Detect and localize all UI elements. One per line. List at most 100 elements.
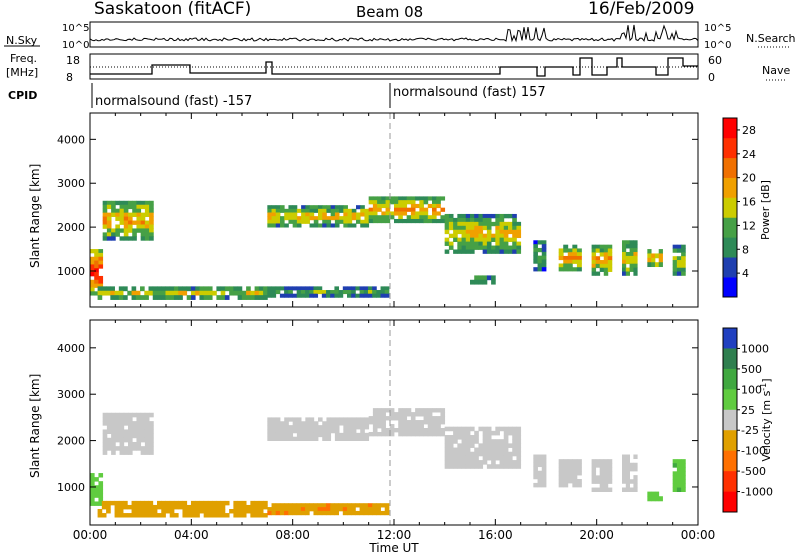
data-cell: [499, 233, 505, 239]
data-cell: [318, 205, 323, 210]
data-cell: [633, 263, 638, 268]
data-cell: [423, 416, 429, 421]
data-cell: [363, 507, 369, 512]
data-cell: [279, 503, 285, 508]
data-cell: [419, 412, 424, 417]
data-cell: [377, 207, 382, 212]
data-band: [368, 196, 446, 224]
data-cell: [672, 463, 678, 468]
data-cell: [119, 220, 125, 225]
data-cell: [512, 245, 517, 250]
data-cell: [629, 487, 634, 493]
data-cell: [622, 454, 627, 460]
data-cell: [173, 504, 179, 510]
data-band: [672, 244, 686, 276]
data-cell: [111, 450, 116, 455]
data-cell: [246, 504, 251, 510]
data-cell: [309, 417, 315, 422]
data-cell: [512, 447, 517, 453]
data-cell: [212, 500, 217, 506]
data-cell: [339, 436, 344, 441]
data-cell: [114, 290, 120, 296]
data-cell: [359, 286, 365, 291]
data-cell: [499, 229, 505, 235]
nave-tick-top: 60: [708, 54, 722, 67]
data-cell: [398, 427, 403, 433]
colorbar-swatch: [723, 409, 737, 431]
data-cell: [300, 286, 306, 291]
data-cell: [229, 290, 234, 296]
data-cell: [356, 216, 361, 221]
data-cell: [537, 263, 543, 268]
data-cell: [199, 508, 205, 514]
data-cell: [102, 212, 108, 217]
data-cell: [607, 244, 613, 249]
data-cell: [478, 225, 484, 231]
data-cell: [603, 271, 609, 276]
data-cell: [495, 221, 500, 227]
data-cell: [629, 248, 634, 253]
data-cell: [503, 435, 509, 440]
data-cell: [111, 433, 116, 439]
data-cell: [603, 267, 609, 272]
data-cell: [377, 412, 382, 417]
data-cell: [207, 295, 213, 300]
data-cell: [284, 432, 289, 438]
data-cell: [368, 218, 374, 224]
data-cell: [436, 211, 441, 216]
data-cell: [98, 473, 104, 478]
data-cell: [258, 290, 264, 296]
data-cell: [474, 279, 479, 285]
data-cell: [381, 218, 386, 224]
y-tick-label: 4000: [57, 133, 85, 146]
data-cell: [508, 460, 513, 465]
data-cell: [372, 286, 377, 291]
data-cell: [203, 508, 209, 514]
data-cell: [250, 290, 256, 296]
data-cell: [537, 267, 543, 272]
data-cell: [541, 462, 547, 468]
data-cell: [368, 420, 374, 425]
nave-tick-bottom: 0: [708, 71, 715, 84]
data-cell: [118, 508, 124, 514]
data-cell: [508, 249, 513, 254]
data-cell: [360, 417, 365, 422]
data-cell: [135, 508, 141, 514]
data-cell: [603, 475, 609, 480]
data-cell: [465, 439, 471, 444]
data-cell: [394, 412, 399, 417]
data-cell: [330, 208, 336, 213]
data-cell: [237, 500, 243, 506]
data-cell: [90, 256, 95, 261]
data-cell: [118, 286, 124, 292]
data-cell: [398, 218, 403, 224]
data-cell: [165, 286, 171, 292]
data-cell: [380, 503, 386, 508]
data-cell: [241, 513, 247, 518]
data-cell: [356, 205, 361, 210]
data-cell: [284, 507, 289, 512]
data-cell: [106, 200, 112, 206]
data-cell: [541, 470, 547, 476]
data-cell: [567, 479, 573, 484]
data-cell: [499, 225, 505, 231]
data-cell: [461, 460, 467, 465]
data-cell: [516, 430, 522, 436]
data-cell: [90, 272, 95, 277]
data-cell: [367, 290, 373, 295]
data-cell: [478, 233, 484, 239]
data-cell: [676, 248, 682, 253]
data-cell: [558, 475, 564, 480]
data-cell: [629, 263, 634, 268]
data-cell: [432, 200, 437, 205]
data-cell: [541, 251, 547, 257]
data-cell: [169, 504, 175, 510]
data-cell: [355, 510, 360, 516]
data-cell: [448, 447, 454, 453]
data-cell: [119, 437, 125, 443]
data-cell: [427, 218, 433, 224]
data-cell: [448, 217, 454, 223]
data-cell: [203, 513, 209, 518]
nave-label: Nave: [762, 64, 790, 77]
data-cell: [98, 497, 104, 502]
